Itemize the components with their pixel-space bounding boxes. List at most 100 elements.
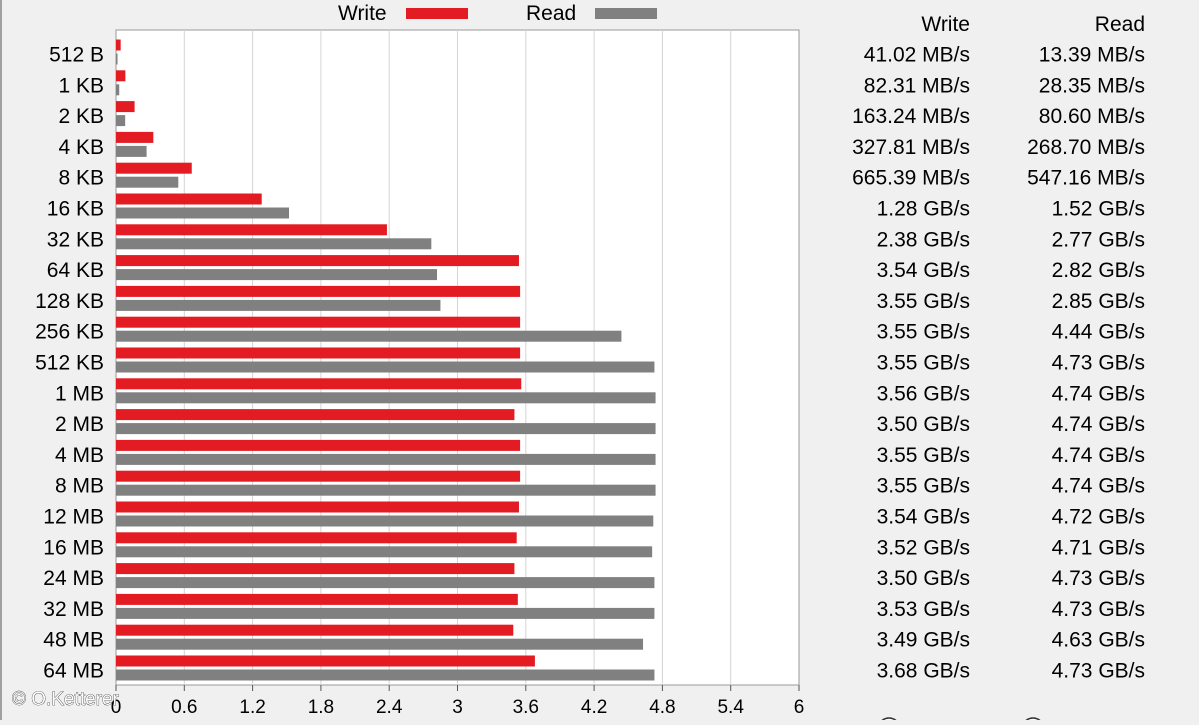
watermark: © O.Ketterer xyxy=(12,689,120,710)
category-label: 32 KB xyxy=(47,228,104,251)
category-label: 64 KB xyxy=(47,259,104,282)
write-value-label: 3.55 GB/s xyxy=(877,352,970,375)
write-bar xyxy=(116,409,515,421)
write-value-label: 1.28 GB/s xyxy=(877,198,970,221)
write-value-label: 3.54 GB/s xyxy=(877,259,970,282)
write-bar xyxy=(116,131,154,143)
category-label: 24 MB xyxy=(43,567,104,590)
write-value-label: 3.68 GB/s xyxy=(877,660,970,683)
read-value-label: 4.74 GB/s xyxy=(1052,413,1145,436)
write-value-label: 3.56 GB/s xyxy=(877,382,970,405)
read-value-label: 4.72 GB/s xyxy=(1052,506,1145,529)
category-label: 12 MB xyxy=(43,506,104,529)
write-bar xyxy=(116,255,519,267)
read-bar xyxy=(116,176,179,188)
write-value-label: 41.02 MB/s xyxy=(864,44,970,67)
category-label: 128 KB xyxy=(35,290,104,313)
x-tick-label: 6 xyxy=(794,697,805,718)
x-axis-ticks: 0 0.6 1.2 1.8 2.4 3 3.6 4.2 4.8 5.4 6 xyxy=(111,685,805,718)
read-bar xyxy=(116,299,441,311)
write-bar xyxy=(116,593,518,605)
read-value-label: 1.52 GB/s xyxy=(1052,198,1145,221)
read-bar xyxy=(116,638,644,650)
write-bar xyxy=(116,378,522,390)
read-value-label: 4.63 GB/s xyxy=(1052,629,1145,652)
write-bar xyxy=(116,347,521,359)
write-bar xyxy=(116,501,519,513)
read-bar xyxy=(116,453,656,465)
x-tick-label: 0.6 xyxy=(171,697,197,718)
category-label: 256 KB xyxy=(35,321,104,344)
read-bar xyxy=(116,607,655,619)
write-bar xyxy=(116,316,521,328)
read-bar xyxy=(116,207,290,219)
read-value-label: 4.73 GB/s xyxy=(1052,352,1145,375)
write-bar xyxy=(116,162,192,174)
write-value-label: 163.24 MB/s xyxy=(852,105,970,128)
category-labels: 512 B 1 KB 2 KB 4 KB 8 KB 16 KB 32 KB 64 KB 128 … xyxy=(35,44,104,683)
x-tick-label: 0 xyxy=(111,697,122,718)
value-table: 41.02 MB/s 13.39 MB/s 82.31 MB/s 28.35 MB/s… xyxy=(852,44,1145,683)
write-value-label: 327.81 MB/s xyxy=(852,136,970,159)
write-bar xyxy=(116,285,521,297)
write-bar xyxy=(116,470,521,482)
write-value-label: 3.49 GB/s xyxy=(877,629,970,652)
legend-read-label: Read xyxy=(526,2,576,25)
category-label: 512 B xyxy=(49,44,104,67)
write-value-label: 3.55 GB/s xyxy=(877,475,970,498)
category-label: 2 MB xyxy=(55,413,104,436)
x-tick-label: 3.6 xyxy=(513,697,539,718)
category-label: 32 MB xyxy=(43,598,104,621)
write-value-label: 665.39 MB/s xyxy=(852,167,970,190)
write-value-label: 3.54 GB/s xyxy=(877,506,970,529)
write-value-label: 3.55 GB/s xyxy=(877,321,970,344)
category-label: 512 KB xyxy=(35,352,104,375)
read-value-label: 80.60 MB/s xyxy=(1039,105,1145,128)
read-value-label: 4.74 GB/s xyxy=(1052,475,1145,498)
read-value-label: 4.73 GB/s xyxy=(1052,660,1145,683)
category-label: 4 KB xyxy=(58,136,104,159)
write-value-label: 2.38 GB/s xyxy=(877,228,970,251)
read-value-label: 4.73 GB/s xyxy=(1052,567,1145,590)
write-bar xyxy=(116,101,135,113)
read-value-label: 28.35 MB/s xyxy=(1039,74,1145,97)
read-bar xyxy=(116,392,656,404)
category-label: 16 KB xyxy=(47,198,104,221)
legend-write-label: Write xyxy=(338,2,387,25)
read-bar xyxy=(116,669,655,681)
read-value-label: 4.73 GB/s xyxy=(1052,598,1145,621)
write-bar xyxy=(116,193,262,205)
read-bar xyxy=(116,53,118,65)
x-tick-label: 5.4 xyxy=(717,697,744,718)
read-value-label: 4.44 GB/s xyxy=(1052,321,1145,344)
read-bar xyxy=(116,269,438,281)
read-bar xyxy=(116,577,655,589)
write-bar xyxy=(116,532,517,544)
write-bar xyxy=(116,624,514,636)
read-bar xyxy=(116,546,653,558)
write-value-label: 3.53 GB/s xyxy=(877,598,970,621)
category-label: 64 MB xyxy=(43,660,104,683)
write-value-label: 3.55 GB/s xyxy=(877,290,970,313)
write-bar xyxy=(116,439,521,451)
table-header-read: Read xyxy=(1095,13,1145,36)
read-value-label: 268.70 MB/s xyxy=(1027,136,1145,159)
read-bar xyxy=(116,238,432,250)
read-value-label: 2.85 GB/s xyxy=(1052,290,1145,313)
write-value-label: 3.50 GB/s xyxy=(877,413,970,436)
x-tick-label: 2.4 xyxy=(376,697,403,718)
write-bar xyxy=(116,563,515,575)
read-value-label: 547.16 MB/s xyxy=(1027,167,1145,190)
read-bar xyxy=(116,330,622,342)
x-tick-label: 3 xyxy=(452,697,463,718)
x-tick-label: 4.2 xyxy=(581,697,607,718)
read-bar xyxy=(116,115,126,127)
write-bar xyxy=(116,70,126,82)
write-bar xyxy=(116,224,387,236)
read-value-label: 2.82 GB/s xyxy=(1052,259,1145,282)
bars xyxy=(116,39,656,681)
write-value-label: 3.55 GB/s xyxy=(877,444,970,467)
read-bar xyxy=(116,84,120,96)
read-value-label: 2.77 GB/s xyxy=(1052,228,1145,251)
